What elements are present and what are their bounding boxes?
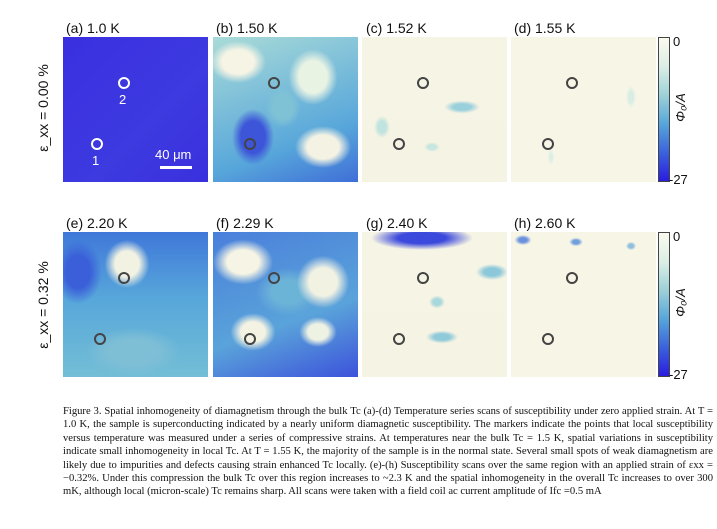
marker-2: [417, 77, 429, 89]
scale-bar-label: 40 μm: [155, 147, 192, 162]
panel-label-h: (h) 2.60 K: [514, 215, 576, 231]
marker-2: [118, 272, 130, 284]
panel-label-a: (a) 1.0 K: [66, 20, 120, 36]
scan-panel-c: [362, 37, 507, 182]
colorbar-bottom: [658, 232, 670, 377]
marker-1: [94, 333, 106, 345]
panel-label-b: (b) 1.50 K: [216, 20, 278, 36]
scan-panel-d: [511, 37, 656, 182]
panel-label-d: (d) 1.55 K: [514, 20, 576, 36]
panel-label-c: (c) 1.52 K: [366, 20, 427, 36]
scan-panel-b: [213, 37, 358, 182]
marker-2: [566, 272, 578, 284]
scan-panel-g: [362, 232, 507, 377]
scale-bar: [160, 166, 192, 169]
row-label-zero-strain: ε_xx = 0.00 %: [35, 64, 51, 152]
marker-1: [542, 333, 554, 345]
colorbar-top-min: -27: [669, 172, 688, 187]
panel-label-f: (f) 2.29 K: [216, 215, 274, 231]
marker-1: [393, 333, 405, 345]
marker-2: [268, 77, 280, 89]
colorbar-bottom-max: 0: [673, 229, 681, 244]
marker-2: [417, 272, 429, 284]
marker-2: [268, 272, 280, 284]
marker-1: [244, 138, 256, 150]
scan-panel-f: [213, 232, 358, 377]
colorbar-top-unit: Φ₀/A: [672, 93, 688, 122]
panel-label-e: (e) 2.20 K: [66, 215, 128, 231]
marker-1-label: 1: [92, 153, 100, 168]
colorbar-bottom-unit: Φ₀/A: [672, 288, 688, 317]
marker-1: [91, 138, 103, 150]
marker-2: [118, 77, 130, 89]
marker-2: [566, 77, 578, 89]
panel-label-g: (g) 2.40 K: [366, 215, 428, 231]
marker-1: [244, 333, 256, 345]
marker-1: [542, 138, 554, 150]
row-label-compressive-strain: ε_xx = 0.32 %: [35, 261, 51, 349]
scan-panel-e: [63, 232, 208, 377]
marker-2-label: 2: [119, 92, 127, 107]
colorbar-bottom-min: -27: [669, 367, 688, 382]
figure-caption: Figure 3. Spatial inhomogeneity of diama…: [63, 406, 713, 498]
colorbar-top-max: 0: [673, 34, 681, 49]
scan-panel-h: [511, 232, 656, 377]
colorbar-top: [658, 37, 670, 182]
scan-panel-a: 2 1 40 μm: [63, 37, 208, 182]
marker-1: [393, 138, 405, 150]
